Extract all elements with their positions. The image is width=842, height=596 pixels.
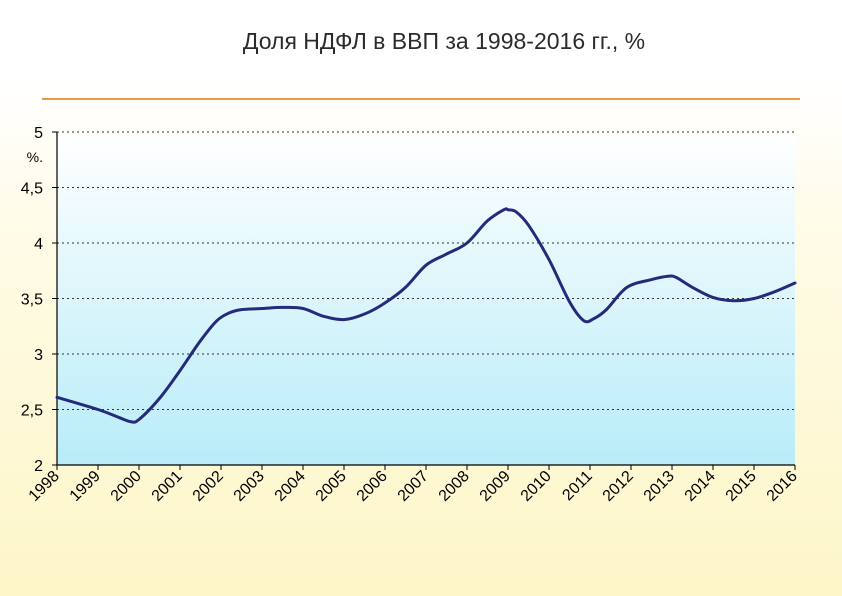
x-tick-label: 2001 <box>149 468 186 505</box>
x-tick-label: 2012 <box>600 468 637 505</box>
y-tick-label: 2,5 <box>21 403 43 420</box>
title-divider <box>42 98 800 100</box>
x-tick-label: 2002 <box>190 468 227 505</box>
series-line <box>55 207 797 424</box>
y-tick-label: 4,5 <box>21 181 43 198</box>
x-tick-label: 2005 <box>313 468 350 505</box>
y-axis-unit-label: %. <box>27 149 43 165</box>
x-tick-label: 1999 <box>67 468 104 505</box>
x-tick-label: 2009 <box>477 468 514 505</box>
x-tick-label: 2016 <box>764 468 801 505</box>
y-tick-label: 2 <box>34 458 43 475</box>
x-tick-label: 2010 <box>518 468 555 505</box>
x-tick-label: 2007 <box>395 468 432 505</box>
y-tick-label: 4 <box>34 236 43 253</box>
x-tick-label: 2000 <box>108 468 145 505</box>
x-tick-label: 2015 <box>723 468 760 505</box>
x-tick-label: 2008 <box>436 468 473 505</box>
y-tick-label: 5 <box>34 125 43 142</box>
y-tick-label: 3,5 <box>21 292 43 309</box>
x-tick-label: 2003 <box>231 468 268 505</box>
x-tick-label: 1998 <box>26 468 63 505</box>
x-tick-label: 2014 <box>682 468 719 505</box>
y-tick-label: 3 <box>34 347 43 364</box>
slide-title: Доля НДФЛ в ВВП за 1998-2016 гг., % <box>242 28 646 54</box>
x-tick-label: 2006 <box>354 468 391 505</box>
x-tick-label: 2004 <box>272 468 309 505</box>
x-tick-label: 2011 <box>559 468 595 504</box>
x-tick-label: 2013 <box>641 468 678 505</box>
